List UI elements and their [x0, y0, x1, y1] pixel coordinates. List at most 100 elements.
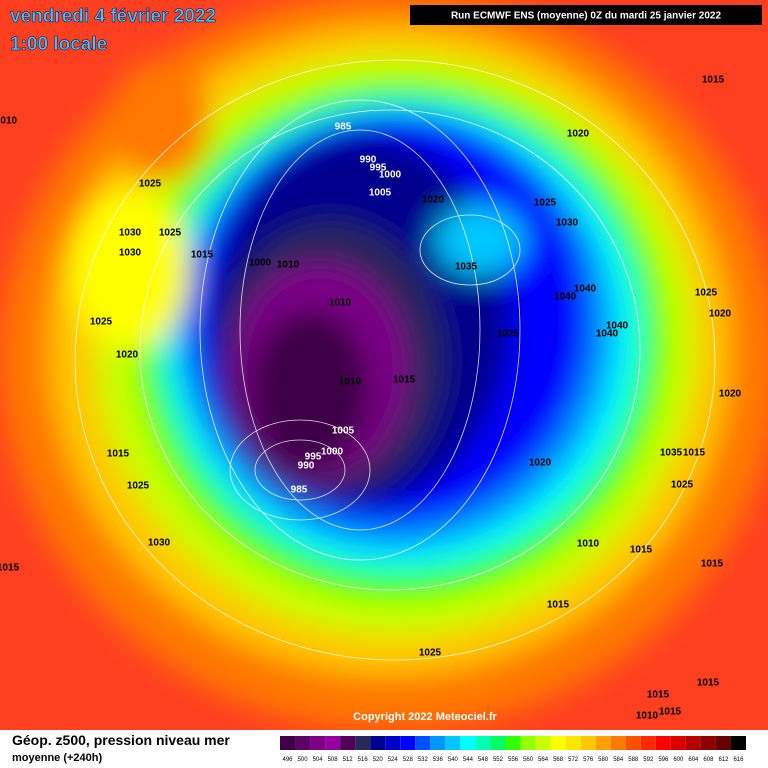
- isobar-label: 1010: [577, 539, 600, 550]
- isobar-label: 1025: [90, 317, 113, 328]
- scale-swatch: [610, 736, 626, 750]
- scale-label: 592: [643, 757, 654, 763]
- scale-label: 524: [388, 757, 399, 763]
- isobar-label: 1015: [697, 678, 720, 689]
- isobar-label: 985: [335, 122, 352, 133]
- isobar-label: 1040: [596, 329, 619, 340]
- isobar-label: 1035: [660, 448, 683, 459]
- scale-swatch: [505, 736, 521, 750]
- isobar-label: 1010: [636, 711, 659, 722]
- scale-swatch: [625, 736, 641, 750]
- scale-swatch: [355, 736, 371, 750]
- isobar-label: 1005: [332, 426, 355, 437]
- scale-label: 528: [403, 757, 414, 763]
- scale-swatch: [595, 736, 611, 750]
- isobar-label: 1020: [567, 129, 590, 140]
- scale-label: 580: [598, 757, 609, 763]
- isobar-label: 1010: [329, 298, 352, 309]
- scale-label: 504: [313, 757, 324, 763]
- scale-label: 564: [538, 757, 549, 763]
- scale-swatch: [340, 736, 356, 750]
- isobar-label: 1000: [249, 258, 272, 269]
- scale-swatch: [370, 736, 386, 750]
- field: [0, 0, 768, 730]
- scale-swatch: [295, 736, 311, 750]
- isobar-label: 1035: [497, 329, 520, 340]
- scale-label: 616: [733, 757, 744, 763]
- isobar-label: 1025: [695, 288, 718, 299]
- copyright: Copyright 2022 Meteociel.fr: [353, 711, 497, 723]
- isobar-label: 1025: [534, 198, 557, 209]
- scale-swatch: [400, 736, 416, 750]
- scale-swatch: [565, 736, 581, 750]
- scale-swatch: [640, 736, 656, 750]
- scale-label: 568: [553, 757, 564, 763]
- footer-subtitle: moyenne (+240h): [12, 752, 103, 764]
- scale-swatch: [700, 736, 716, 750]
- scale-label: 536: [433, 757, 444, 763]
- isobar-label: 1015: [683, 448, 706, 459]
- isobar-label: 1015: [0, 563, 20, 574]
- isobar-label: 1025: [159, 228, 182, 239]
- isobar-label: 1020: [116, 350, 139, 361]
- color-scale: 496 500 504 508 512 516 520 524 528 532 536 540 544 5…: [280, 736, 746, 763]
- isobar-label: 1035: [455, 262, 478, 273]
- scale-label: 604: [688, 757, 699, 763]
- scale-label: 532: [418, 757, 429, 763]
- isobar-label: 995: [370, 163, 387, 174]
- run-box: [410, 5, 762, 25]
- isobar-label: 1040: [574, 284, 597, 295]
- isobar-label: 1025: [127, 481, 150, 492]
- scale-swatch: [325, 736, 341, 750]
- scale-label: 500: [298, 757, 309, 763]
- isobar-label: 1015: [702, 75, 725, 86]
- isobar-label: 1025: [139, 179, 162, 190]
- isobar-label: 1015: [547, 600, 570, 611]
- scale-swatch: [550, 736, 566, 750]
- isobar-label: 1015: [393, 375, 416, 386]
- scale-swatch: [715, 736, 731, 750]
- scale-label: 600: [673, 757, 684, 763]
- isobar-label: 1030: [148, 538, 171, 549]
- scale-label: 548: [478, 757, 489, 763]
- isobar-label: 1025: [671, 480, 694, 491]
- scale-swatch: [430, 736, 446, 750]
- isobar-label: 1015: [701, 559, 724, 570]
- scale-label: 520: [373, 757, 384, 763]
- scale-swatch: [730, 736, 746, 750]
- scale-label: 556: [508, 757, 519, 763]
- isobar-label: 990: [298, 461, 315, 472]
- scale-swatch: [310, 736, 326, 750]
- scale-swatch: [445, 736, 461, 750]
- isobar-label: 1030: [119, 228, 142, 239]
- scale-label: 596: [658, 757, 669, 763]
- isobar-label: 1015: [630, 545, 653, 556]
- isobar-label: 1010: [339, 377, 362, 388]
- isobar-label: 1000: [321, 447, 344, 458]
- scale-label: 612: [718, 757, 729, 763]
- scale-swatch: [385, 736, 401, 750]
- scale-label: 572: [568, 757, 579, 763]
- scale-label: 576: [583, 757, 594, 763]
- scale-label: 560: [523, 757, 534, 763]
- scale-label: 508: [328, 757, 339, 763]
- scale-swatch: [655, 736, 671, 750]
- scale-label: 512: [343, 757, 354, 763]
- date: vendredi 4 février 2022: [10, 6, 216, 27]
- isobar-label: 1010: [277, 260, 300, 271]
- scale-swatch: [580, 736, 596, 750]
- isobar-label: 990: [360, 155, 377, 166]
- isobar-label: 1030: [556, 218, 579, 229]
- isobar-label: 1010: [0, 116, 18, 127]
- isobar-label: 1040: [554, 292, 577, 303]
- isobar-label: 1020: [422, 195, 445, 206]
- time: 1:00 locale: [10, 34, 107, 55]
- scale-label: 540: [448, 757, 459, 763]
- scale-label: 588: [628, 757, 639, 763]
- scale-swatch: [460, 736, 476, 750]
- scale-label: 608: [703, 757, 714, 763]
- isobar-label: 1015: [659, 707, 682, 718]
- scale-label: 544: [463, 757, 474, 763]
- isobar-label: 1015: [647, 690, 670, 701]
